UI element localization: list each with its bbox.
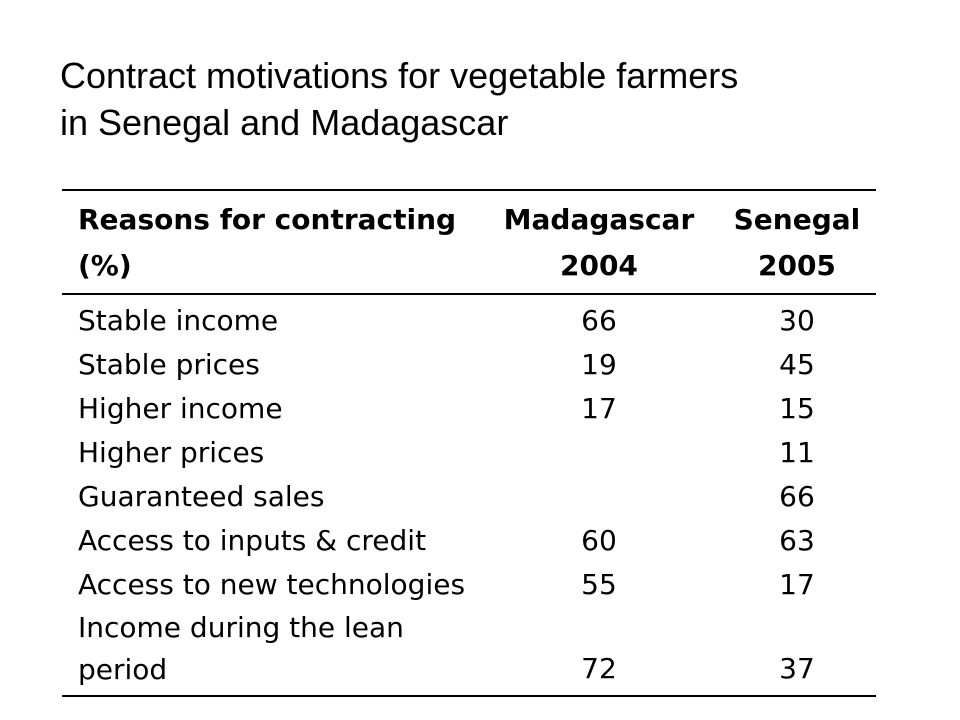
senegal-value: 15 xyxy=(779,392,815,425)
header-senegal-year: 2005 xyxy=(757,249,836,282)
senegal-value: 17 xyxy=(779,568,815,601)
slide-title: Contract motivations for vegetable farme… xyxy=(60,52,920,146)
slide-title-line-1: Contract motivations for vegetable farme… xyxy=(60,55,739,96)
data-table: Reasons for contracting (%) Madagascar 2… xyxy=(62,191,876,695)
reason-cell: Higher income xyxy=(78,392,283,425)
header-madagascar-country: Madagascar xyxy=(503,203,695,236)
header-row: Reasons for contracting (%) Madagascar 2… xyxy=(62,191,876,295)
senegal-value: 45 xyxy=(779,348,815,381)
reason-cell: Higher prices xyxy=(78,436,265,469)
madagascar-value xyxy=(480,475,718,519)
header-reasons-line-1: Reasons for contracting xyxy=(78,203,457,236)
header-senegal: Senegal 2005 xyxy=(717,191,876,295)
reason-cell-line-1: Income during the lean xyxy=(78,611,404,644)
reason-cell: Guaranteed sales xyxy=(78,480,325,513)
header-reasons: Reasons for contracting (%) xyxy=(62,191,480,295)
table-row: Guaranteed sales 66 xyxy=(62,475,876,519)
senegal-value: 30 xyxy=(779,304,815,337)
madagascar-value xyxy=(480,431,718,475)
table-header: Reasons for contracting (%) Madagascar 2… xyxy=(62,191,876,295)
reason-cell: Stable prices xyxy=(78,348,260,381)
madagascar-value: 66 xyxy=(581,304,617,337)
reason-cell: Income during the lean period xyxy=(62,607,480,695)
reason-cell: Stable income xyxy=(78,304,279,337)
header-madagascar: Madagascar 2004 xyxy=(480,191,718,295)
reason-cell-line-2: period xyxy=(78,653,168,686)
table-body: Stable income 66 30 Stable prices 19 45 … xyxy=(62,294,876,695)
madagascar-value: 17 xyxy=(581,392,617,425)
madagascar-value: 55 xyxy=(581,568,617,601)
table-row: Stable income 66 30 xyxy=(62,294,876,343)
senegal-value: 37 xyxy=(779,652,815,685)
madagascar-value: 19 xyxy=(581,348,617,381)
reason-cell: Access to inputs & credit xyxy=(78,524,427,557)
senegal-value: 11 xyxy=(779,436,815,469)
table-row: Stable prices 19 45 xyxy=(62,343,876,387)
madagascar-value: 60 xyxy=(581,524,617,557)
slide-title-line-2: in Senegal and Madagascar xyxy=(60,102,509,143)
table-row: Higher income 17 15 xyxy=(62,387,876,431)
header-reasons-line-2: (%) xyxy=(78,249,132,282)
table-row: Income during the lean period 72 37 xyxy=(62,607,876,695)
senegal-value: 63 xyxy=(779,524,815,557)
contract-motivations-table: Reasons for contracting (%) Madagascar 2… xyxy=(62,189,876,697)
header-senegal-country: Senegal xyxy=(733,203,861,236)
table-row: Higher prices 11 xyxy=(62,431,876,475)
madagascar-value: 72 xyxy=(581,652,617,685)
table-row: Access to inputs & credit 60 63 xyxy=(62,519,876,563)
senegal-value: 66 xyxy=(779,480,815,513)
reason-cell: Access to new technologies xyxy=(78,568,466,601)
table-row: Access to new technologies 55 17 xyxy=(62,563,876,607)
header-madagascar-year: 2004 xyxy=(559,249,638,282)
